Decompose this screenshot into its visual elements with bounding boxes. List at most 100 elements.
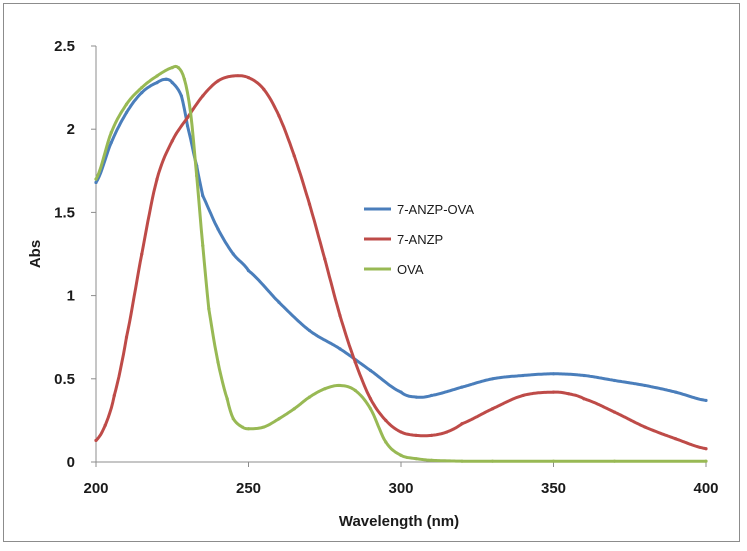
data-point bbox=[231, 417, 235, 421]
data-point bbox=[307, 202, 312, 206]
data-point bbox=[384, 418, 388, 422]
y-ticks: 0 0.5 1 1.5 2 2.5 bbox=[54, 38, 96, 471]
legend-item: 7-ANZP-OVA bbox=[364, 202, 474, 217]
data-point bbox=[262, 425, 266, 429]
x-tick-label: 350 bbox=[541, 480, 566, 497]
data-point bbox=[460, 385, 464, 389]
data-point bbox=[140, 90, 144, 95]
data-point bbox=[445, 430, 449, 434]
data-point bbox=[353, 388, 357, 393]
data-point bbox=[216, 79, 220, 83]
data-point bbox=[338, 383, 342, 388]
data-point bbox=[368, 397, 373, 401]
data-point bbox=[262, 87, 266, 91]
data-point bbox=[170, 66, 174, 70]
legend-item: OVA bbox=[364, 262, 424, 277]
data-point bbox=[612, 378, 617, 383]
data-point bbox=[307, 395, 312, 399]
data-point bbox=[216, 360, 220, 364]
data-point bbox=[399, 430, 403, 434]
data-point bbox=[551, 459, 556, 463]
y-tick-label: 2 bbox=[67, 121, 75, 138]
data-point bbox=[246, 76, 251, 80]
data-point bbox=[612, 459, 617, 463]
y-tick-label: 1.5 bbox=[54, 204, 75, 221]
data-point bbox=[582, 373, 586, 378]
y-tick-label: 2.5 bbox=[54, 38, 75, 55]
data-point bbox=[277, 417, 281, 421]
data-point bbox=[201, 94, 205, 98]
data-point bbox=[277, 114, 281, 118]
data-point bbox=[225, 397, 229, 401]
data-point bbox=[124, 102, 129, 106]
y-tick-label: 1 bbox=[67, 288, 75, 305]
data-point bbox=[109, 130, 113, 135]
data-point bbox=[338, 313, 342, 318]
legend-label-7-anzp: 7-ANZP bbox=[397, 232, 443, 247]
axes bbox=[95, 46, 706, 463]
data-point bbox=[429, 393, 434, 398]
data-point bbox=[246, 427, 251, 431]
data-point bbox=[368, 407, 373, 411]
data-point bbox=[292, 154, 296, 158]
legend-item: 7-ANZP bbox=[364, 232, 443, 247]
data-point bbox=[140, 252, 144, 256]
data-point bbox=[338, 347, 342, 351]
data-point bbox=[643, 425, 647, 429]
data-point bbox=[384, 440, 388, 444]
data-point bbox=[567, 392, 571, 396]
data-point bbox=[201, 244, 205, 248]
y-axis-title: Abs bbox=[27, 240, 44, 268]
y-tick-label: 0.5 bbox=[54, 371, 75, 388]
data-point bbox=[94, 180, 98, 185]
data-point bbox=[673, 437, 678, 441]
data-point bbox=[292, 407, 296, 411]
x-axis-title: Wavelength (nm) bbox=[339, 513, 459, 530]
data-point bbox=[94, 177, 98, 181]
y-tick-label: 0 bbox=[67, 454, 75, 471]
data-point bbox=[643, 383, 647, 388]
data-point bbox=[164, 77, 168, 81]
data-point bbox=[195, 174, 199, 178]
data-point bbox=[582, 397, 586, 401]
data-point bbox=[490, 377, 495, 381]
data-point bbox=[551, 372, 556, 376]
data-point bbox=[103, 423, 107, 427]
data-point bbox=[704, 398, 708, 403]
data-point bbox=[429, 458, 434, 462]
data-point bbox=[277, 300, 281, 304]
data-point bbox=[429, 433, 434, 437]
data-point bbox=[170, 139, 174, 143]
series-layer bbox=[94, 64, 708, 463]
data-point bbox=[188, 110, 193, 115]
data-point bbox=[185, 115, 190, 120]
x-tick-label: 200 bbox=[83, 480, 108, 497]
data-point bbox=[176, 66, 180, 70]
data-point bbox=[207, 307, 211, 311]
legend-label-ova: OVA bbox=[397, 262, 424, 277]
data-point bbox=[323, 257, 327, 261]
data-point bbox=[246, 269, 251, 273]
x-tick-label: 400 bbox=[693, 480, 718, 497]
chart-frame bbox=[3, 3, 740, 542]
data-point bbox=[612, 410, 617, 414]
data-point bbox=[673, 390, 678, 394]
data-point bbox=[521, 373, 525, 378]
data-point bbox=[201, 194, 205, 198]
data-point bbox=[551, 390, 556, 394]
data-point bbox=[216, 227, 220, 231]
data-point bbox=[155, 177, 159, 181]
data-point bbox=[704, 447, 708, 451]
data-point bbox=[179, 94, 183, 98]
data-point bbox=[704, 459, 708, 463]
data-point bbox=[109, 140, 113, 145]
data-point bbox=[414, 395, 418, 399]
data-point bbox=[231, 252, 235, 256]
series-7-anzp bbox=[94, 74, 708, 451]
data-point bbox=[353, 360, 357, 364]
x-ticks: 200 250 300 350 400 bbox=[83, 462, 719, 497]
data-point bbox=[124, 110, 129, 115]
data-point bbox=[323, 387, 327, 391]
data-point bbox=[307, 328, 312, 333]
